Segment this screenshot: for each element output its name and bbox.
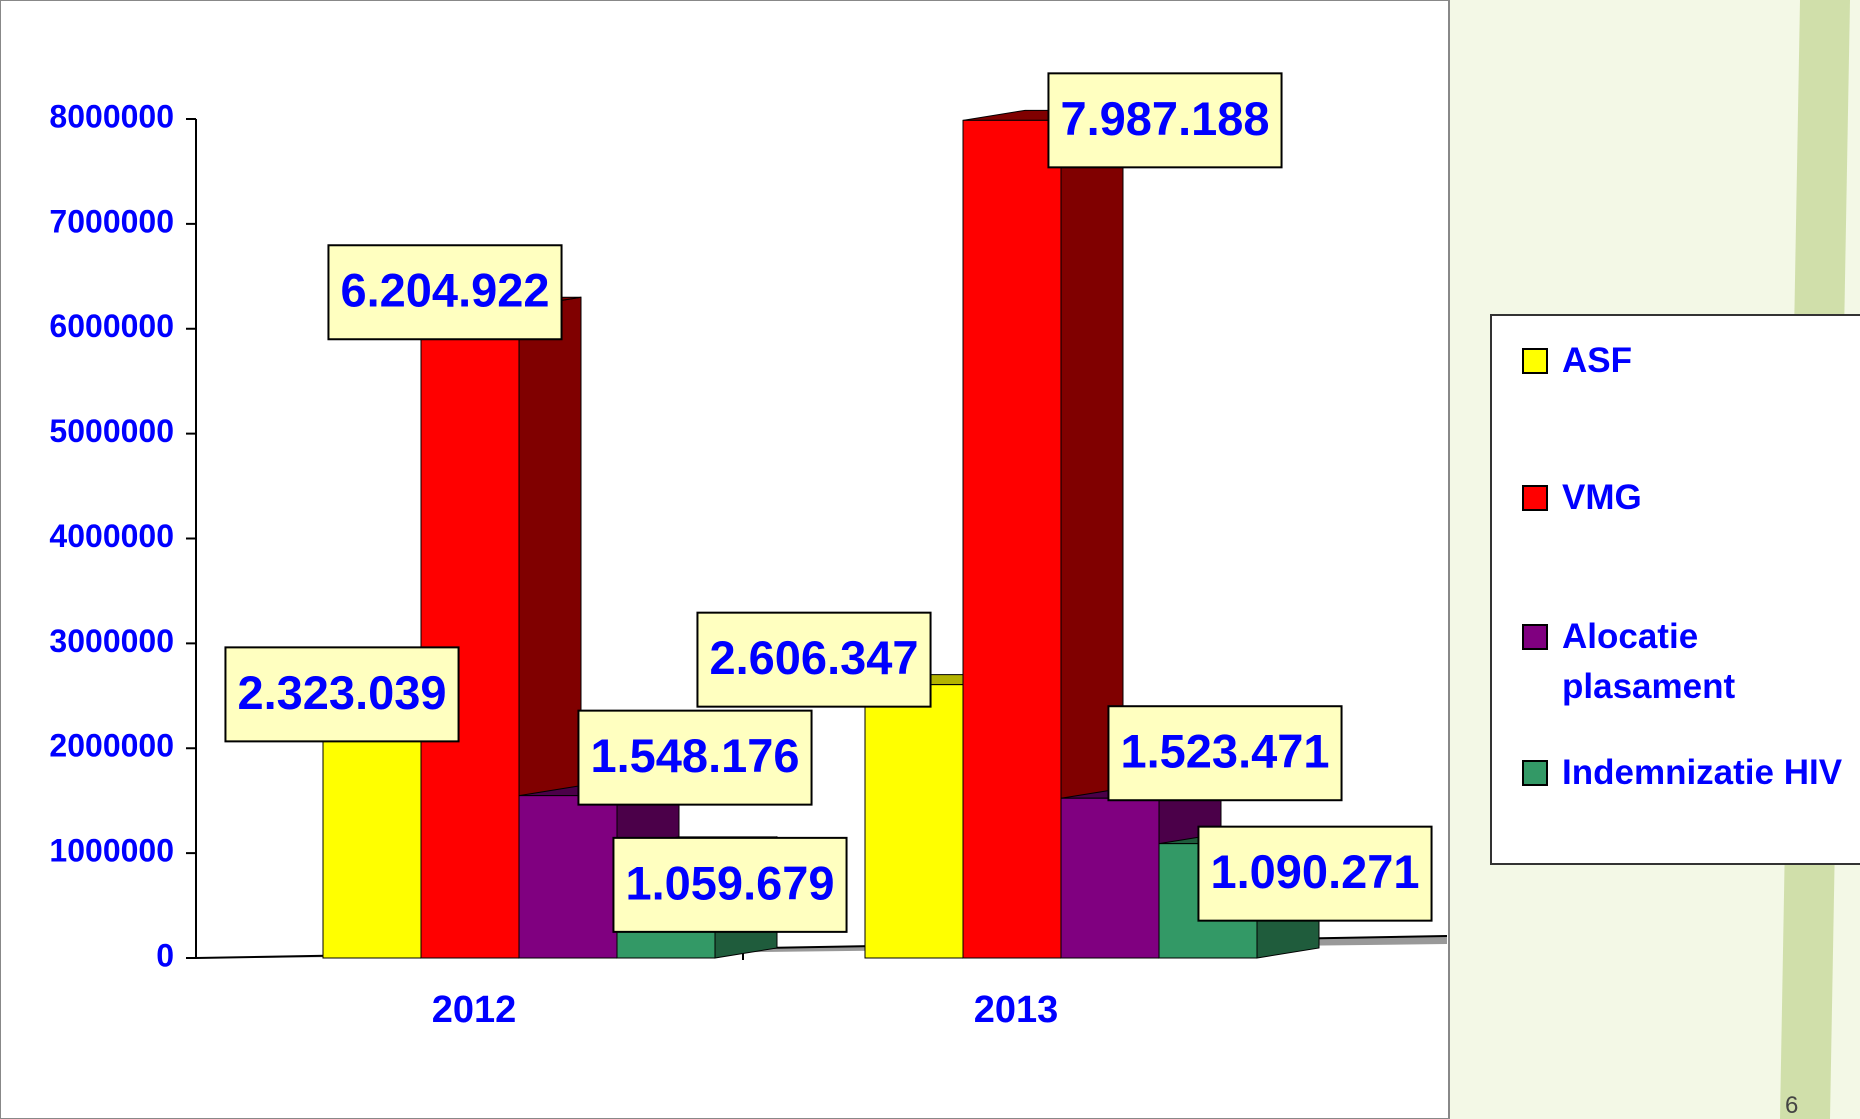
value-label-box (696, 611, 932, 708)
bar (962, 119, 1062, 959)
legend-swatch (1522, 624, 1548, 650)
legend-entry: VMG (1522, 473, 1852, 523)
bar (1060, 797, 1160, 959)
value-label-box (224, 646, 460, 743)
y-tick-label: 2000000 (49, 728, 174, 764)
value-label-text: 1.090.271 (1210, 845, 1419, 898)
value-label-text: 1.059.679 (625, 856, 834, 909)
legend-label: Indemnizatie HIV (1562, 753, 1843, 792)
value-label-text: 1.548.176 (590, 729, 799, 782)
bar (518, 795, 618, 959)
y-tick-label: 8000000 (49, 98, 174, 134)
value-label: 2.606.347 (696, 611, 932, 708)
value-label: 7.987.188 (1047, 72, 1283, 169)
value-label-text: 1.523.471 (1120, 725, 1329, 778)
bar (322, 713, 422, 959)
bar (864, 684, 964, 959)
x-tick-label: 2013 (974, 989, 1059, 1031)
legend-swatch (1522, 760, 1548, 786)
bar (420, 306, 520, 959)
y-tick-label: 6000000 (49, 308, 174, 344)
value-label: 1.090.271 (1197, 825, 1433, 922)
value-label-box (327, 244, 563, 341)
legend-label: Alocatie plasament (1562, 617, 1736, 706)
value-label: 1.059.679 (612, 836, 848, 933)
y-tick-label: 1000000 (49, 833, 174, 869)
legend-swatch (1522, 348, 1548, 374)
y-tick-label: 7000000 (49, 203, 174, 239)
value-label-box (1107, 705, 1343, 802)
slide-number: 6 (1785, 1092, 1799, 1119)
legend-entry: ASF (1522, 336, 1852, 386)
value-label-box (1197, 825, 1433, 922)
value-label-text: 2.323.039 (237, 666, 446, 719)
value-label-text: 7.987.188 (1060, 92, 1269, 145)
legend: ASF VMG Alocatie plasament Indemnizatie HIV (1490, 314, 1860, 865)
value-label-box (1047, 72, 1283, 169)
legend-label: VMG (1562, 478, 1642, 517)
x-tick-label: 2012 (432, 989, 517, 1031)
y-tick-label: 0 (156, 937, 174, 973)
value-label-text: 6.204.922 (340, 264, 549, 317)
value-label: 1.523.471 (1107, 705, 1343, 802)
legend-label: ASF (1562, 341, 1632, 380)
value-label-text: 2.606.347 (709, 631, 918, 684)
legend-entry: Alocatie plasament (1522, 612, 1852, 712)
value-label: 6.204.922 (327, 244, 563, 341)
y-tick-label: 4000000 (49, 518, 174, 554)
y-tick-label: 3000000 (49, 623, 174, 659)
legend-swatch (1522, 485, 1548, 511)
value-label: 2.323.039 (224, 646, 460, 743)
value-label-box (577, 709, 813, 806)
value-label-box (612, 836, 848, 933)
value-label: 1.548.176 (577, 709, 813, 806)
y-tick-label: 5000000 (49, 413, 174, 449)
legend-entry: Indemnizatie HIV (1522, 748, 1852, 798)
